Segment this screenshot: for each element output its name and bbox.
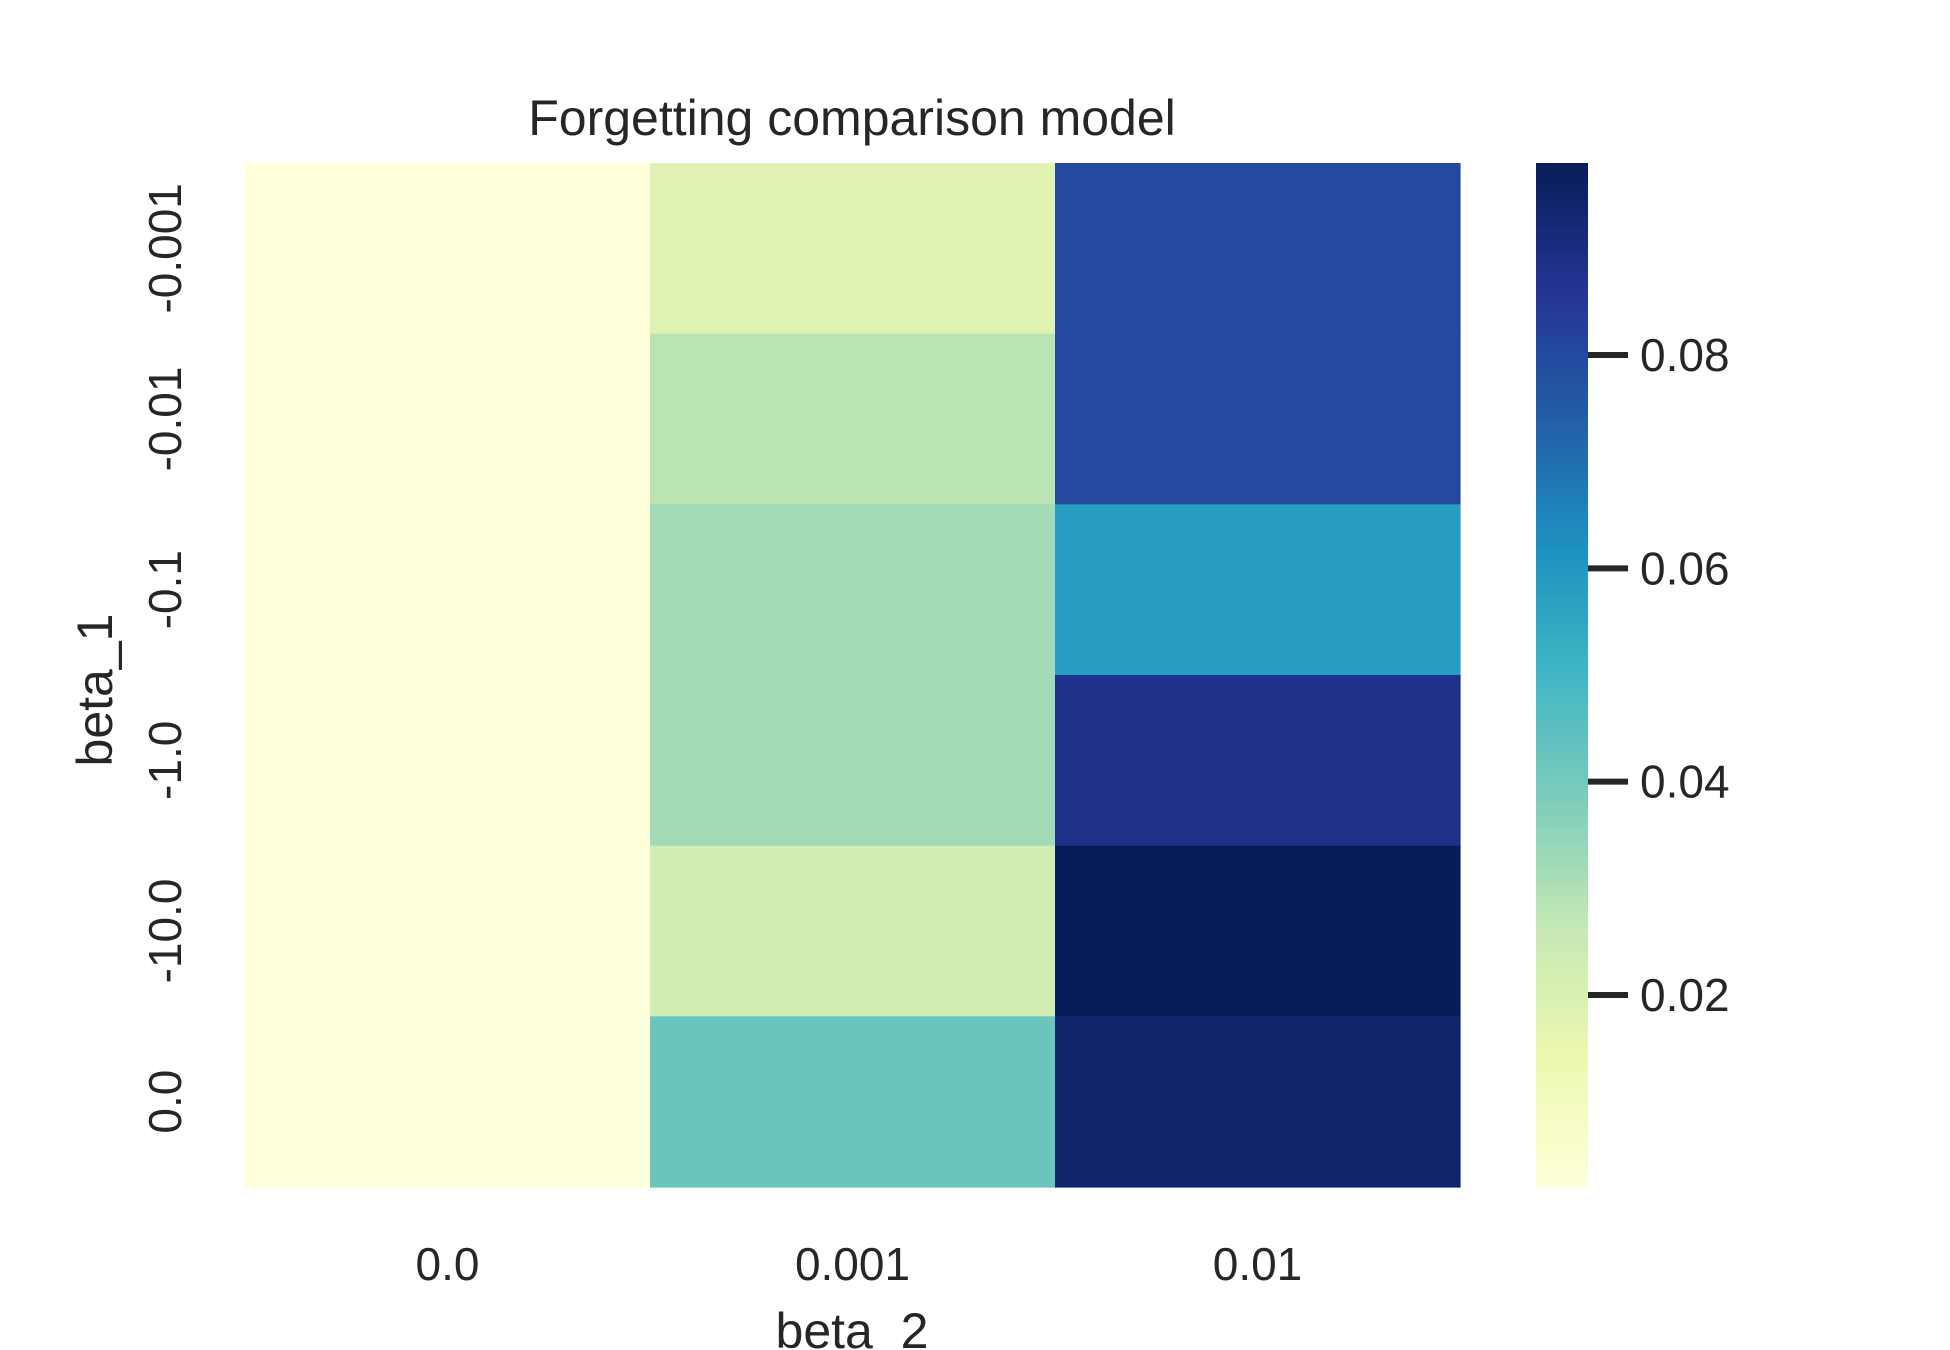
x-tick-label: 0.01 — [1213, 1238, 1303, 1290]
y-tick-label: -0.1 — [139, 550, 191, 629]
y-tick-labels: -0.001 -0.01 -0.1 -1.0 -10.0 0.0 — [139, 183, 191, 1134]
x-tick-labels: 0.0 0.001 0.01 — [416, 1238, 1303, 1290]
heatmap-cell — [1055, 163, 1461, 335]
heatmap-cell — [650, 1016, 1056, 1188]
colorbar-tick-label: 0.02 — [1640, 969, 1730, 1021]
y-tick-label: -0.01 — [139, 367, 191, 472]
heatmap-cell — [650, 845, 1056, 1017]
colorbar-tick-label: 0.08 — [1640, 329, 1730, 381]
heatmap-cell — [1055, 845, 1461, 1017]
chart-title: Forgetting comparison model — [528, 90, 1176, 146]
y-tick-label: -10.0 — [139, 879, 191, 984]
colorbar-tick-label: 0.04 — [1640, 756, 1730, 808]
x-axis-label: beta_2 — [776, 1303, 929, 1350]
heatmap-cell — [650, 675, 1056, 847]
heatmap-cell — [245, 1016, 651, 1188]
heatmap-cell — [245, 333, 651, 505]
heatmap-cell — [245, 504, 651, 676]
heatmap-cell — [1055, 675, 1461, 847]
y-axis-label: beta_1 — [67, 614, 123, 767]
y-tick-label: -0.001 — [139, 183, 191, 313]
heatmap-cells — [245, 163, 1461, 1188]
heatmap-cell — [650, 163, 1056, 335]
heatmap-cell — [245, 675, 651, 847]
colorbar — [1536, 163, 1588, 1187]
x-tick-label: 0.001 — [795, 1238, 910, 1290]
x-tick-label: 0.0 — [416, 1238, 480, 1290]
y-tick-label: 0.0 — [139, 1070, 191, 1134]
heatmap-cell — [650, 333, 1056, 505]
colorbar-tick-label: 0.06 — [1640, 542, 1730, 594]
y-tick-label: -1.0 — [139, 721, 191, 800]
heatmap-cell — [1055, 333, 1461, 505]
heatmap-cell — [650, 504, 1056, 676]
heatmap-cell — [245, 845, 651, 1017]
heatmap-cell — [1055, 504, 1461, 676]
colorbar-ticks: 0.02 0.04 0.06 0.08 — [1588, 329, 1730, 1021]
heatmap-cell — [1055, 1016, 1461, 1188]
heatmap-cell — [245, 163, 651, 335]
